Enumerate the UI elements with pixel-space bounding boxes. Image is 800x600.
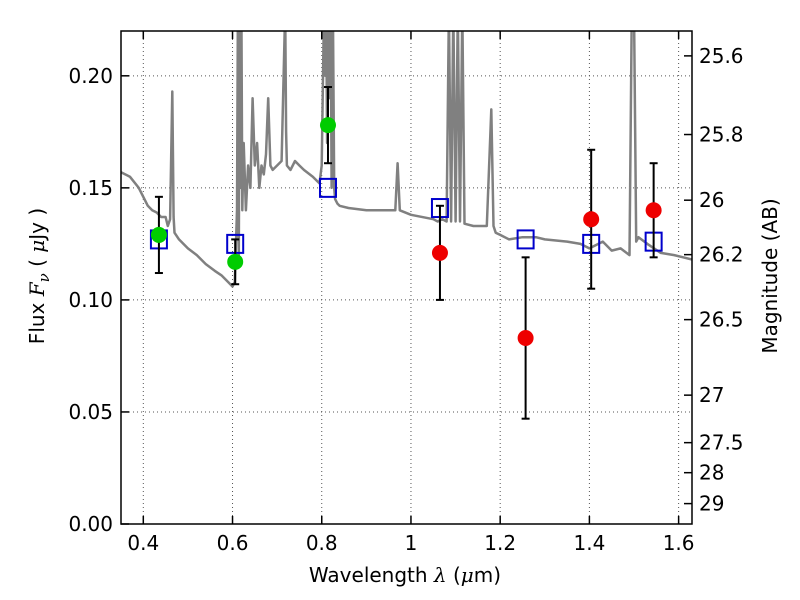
x-tick-label: 1.6 [663, 531, 695, 555]
model-spectrum-line [121, 31, 692, 288]
observed-point [431, 244, 448, 261]
x-tick-label: 0.4 [127, 531, 159, 555]
x-axis-label: Wavelength λ (μm) [309, 563, 501, 587]
observed-point [517, 330, 534, 347]
y-axis-label: Flux Fν ( μJy ) [25, 208, 53, 344]
y2-tick-label: 28 [699, 461, 724, 485]
y2-tick-label: 27 [699, 383, 724, 407]
y-tick-label: 0.20 [68, 64, 113, 88]
observed-point [645, 202, 662, 219]
x-tick-label: 1.2 [484, 531, 516, 555]
x-tick-label: 0.6 [217, 531, 249, 555]
y2-tick-label: 26.5 [699, 308, 744, 332]
axes: 0.4 0.6 0.8 1 1.2 1.4 1.6 0.00 0.05 0.10 0.15 0.20 2… [68, 30, 744, 555]
y-tick-label: 0.10 [68, 288, 113, 312]
y2-tick-label: 27.5 [699, 431, 744, 455]
observed-point [150, 226, 167, 243]
observed-point [227, 253, 244, 270]
y2-tick-label: 29 [699, 492, 724, 516]
observed-point [583, 211, 600, 228]
y2-tick-label: 26 [699, 188, 724, 212]
y-tick-label: 0.05 [68, 400, 113, 424]
axis-labels: Wavelength λ (μm) Flux Fν ( μJy ) Magnit… [25, 198, 782, 587]
plot-area [121, 31, 692, 420]
y2-axis-label: Magnitude (AB) [758, 198, 782, 353]
y-tick-label: 0.00 [68, 512, 113, 536]
observed-point [319, 117, 336, 134]
x-tick-label: 1 [405, 531, 418, 555]
x-tick-label: 1.4 [573, 531, 605, 555]
plot-frame [120, 30, 693, 525]
y2-tick-label: 25.8 [699, 123, 744, 147]
y2-tick-label: 26.2 [699, 243, 744, 267]
grid-lines [121, 31, 692, 525]
y2-tick-label: 25.6 [699, 44, 744, 68]
y-tick-label: 0.15 [68, 176, 113, 200]
model-photometry-square [318, 177, 337, 198]
model-photometry-square [516, 229, 535, 250]
x-tick-label: 0.8 [306, 531, 338, 555]
